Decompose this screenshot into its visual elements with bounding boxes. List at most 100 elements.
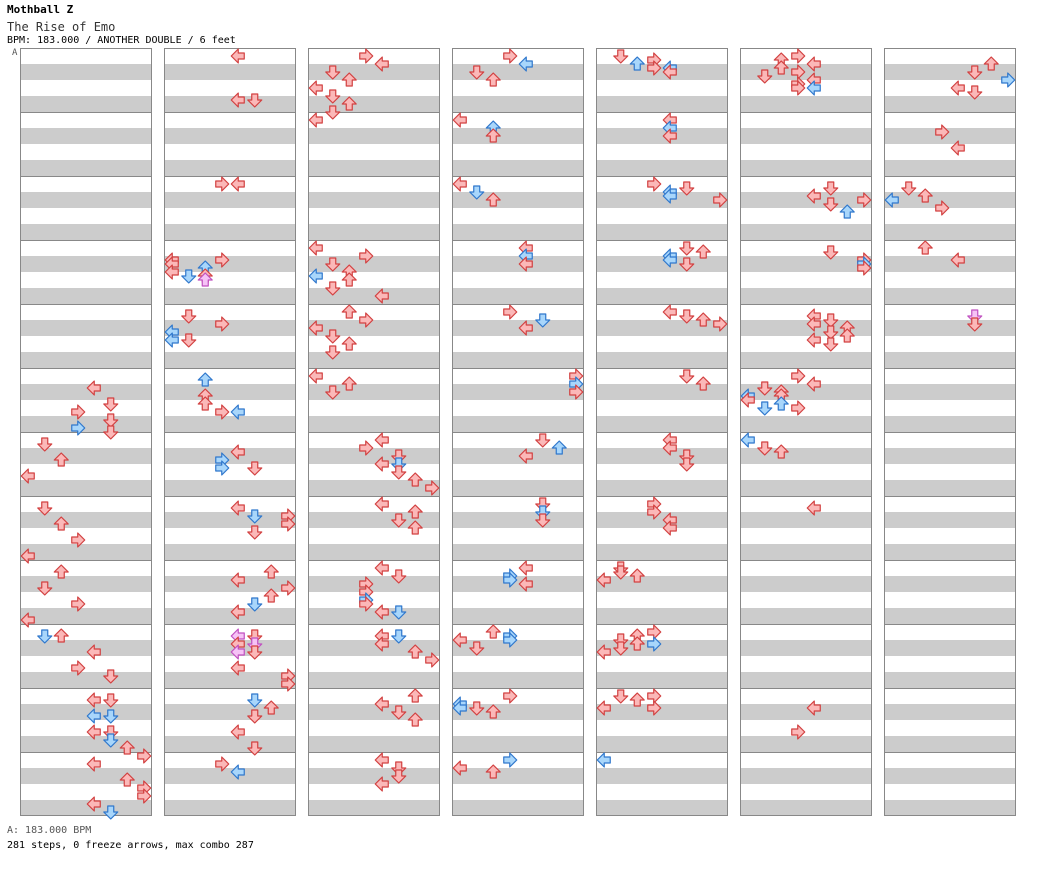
arrow-right-icon bbox=[791, 724, 806, 740]
arrow-down-icon bbox=[391, 769, 407, 784]
arrow-up-icon bbox=[551, 440, 567, 455]
arrow-down-icon bbox=[757, 401, 773, 416]
arrow-left-icon bbox=[518, 560, 533, 576]
arrow-right-icon bbox=[647, 624, 662, 640]
arrow-down-icon bbox=[535, 513, 551, 528]
arrow-left-icon bbox=[86, 724, 101, 740]
arrow-left-icon bbox=[452, 632, 467, 648]
arrow-down-icon bbox=[325, 329, 341, 344]
arrow-right-icon bbox=[713, 316, 728, 332]
arrow-down-icon bbox=[247, 741, 263, 756]
arrow-down-icon bbox=[103, 805, 119, 820]
beat-band bbox=[884, 704, 1016, 720]
beat-band bbox=[308, 704, 440, 720]
beat-band bbox=[740, 640, 872, 656]
arrow-down-icon bbox=[679, 257, 695, 272]
chart-column-frame bbox=[596, 48, 728, 816]
arrow-right-icon bbox=[713, 192, 728, 208]
arrow-right-icon bbox=[215, 176, 230, 192]
arrow-left-icon bbox=[374, 628, 389, 644]
arrow-up-icon bbox=[485, 764, 501, 779]
arrow-left-icon bbox=[20, 612, 35, 628]
arrow-up-icon bbox=[341, 72, 357, 87]
arrow-left-icon bbox=[518, 320, 533, 336]
beat-band bbox=[308, 608, 440, 624]
stats-footer: 281 steps, 0 freeze arrows, max combo 28… bbox=[7, 840, 254, 851]
arrow-left-icon bbox=[806, 72, 821, 88]
beat-band bbox=[20, 512, 152, 528]
arrow-down-icon bbox=[37, 629, 53, 644]
arrow-left-icon bbox=[806, 700, 821, 716]
beat-band bbox=[740, 416, 872, 432]
artist-label: Mothball Z bbox=[7, 3, 74, 16]
beat-band bbox=[20, 672, 152, 688]
beat-band bbox=[452, 160, 584, 176]
arrow-down-icon bbox=[391, 569, 407, 584]
arrow-up-icon bbox=[695, 244, 711, 259]
arrow-down-icon bbox=[325, 257, 341, 272]
arrow-down-icon bbox=[901, 181, 917, 196]
arrow-right-icon bbox=[503, 572, 518, 588]
beat-band bbox=[452, 608, 584, 624]
arrow-left-icon bbox=[230, 572, 245, 588]
arrow-up-icon bbox=[407, 688, 423, 703]
beat-band bbox=[740, 192, 872, 208]
arrow-up-icon bbox=[629, 568, 645, 583]
beat-band bbox=[740, 448, 872, 464]
beat-band bbox=[20, 96, 152, 112]
beat-band bbox=[596, 352, 728, 368]
arrow-up-icon bbox=[773, 60, 789, 75]
arrow-down-icon bbox=[325, 105, 341, 120]
arrow-left-icon bbox=[662, 520, 677, 536]
beat-band bbox=[452, 640, 584, 656]
arrow-right-icon bbox=[503, 752, 518, 768]
beat-band bbox=[20, 608, 152, 624]
arrow-down-icon bbox=[37, 501, 53, 516]
beat-band bbox=[308, 640, 440, 656]
arrow-down-icon bbox=[391, 705, 407, 720]
beat-band bbox=[740, 256, 872, 272]
beat-band bbox=[20, 384, 152, 400]
arrow-down-icon bbox=[247, 645, 263, 660]
arrow-left-icon bbox=[806, 80, 821, 96]
arrow-down-icon bbox=[469, 701, 485, 716]
beat-band bbox=[740, 288, 872, 304]
arrow-left-icon bbox=[518, 56, 533, 72]
beat-band bbox=[596, 192, 728, 208]
arrow-left-icon bbox=[164, 332, 179, 348]
arrow-left-icon bbox=[86, 756, 101, 772]
beat-band bbox=[596, 256, 728, 272]
arrow-down-icon bbox=[103, 413, 119, 428]
arrow-up-icon bbox=[407, 712, 423, 727]
beat-band bbox=[164, 672, 296, 688]
beat-band bbox=[740, 224, 872, 240]
beat-band bbox=[740, 64, 872, 80]
arrow-down-icon bbox=[469, 185, 485, 200]
beat-band bbox=[20, 320, 152, 336]
beat-band bbox=[164, 160, 296, 176]
beat-band bbox=[596, 736, 728, 752]
beat-band bbox=[884, 640, 1016, 656]
arrow-right-icon bbox=[857, 260, 872, 276]
arrow-down-icon bbox=[823, 181, 839, 196]
arrow-left-icon bbox=[596, 644, 611, 660]
arrow-left-icon bbox=[518, 256, 533, 272]
beat-band bbox=[452, 576, 584, 592]
beat-band bbox=[164, 512, 296, 528]
arrow-down-icon bbox=[967, 85, 983, 100]
arrow-left-icon bbox=[308, 240, 323, 256]
beat-band bbox=[596, 384, 728, 400]
arrow-left-icon bbox=[86, 692, 101, 708]
arrow-left-icon bbox=[230, 604, 245, 620]
arrow-left-icon bbox=[662, 512, 677, 528]
beat-band bbox=[164, 640, 296, 656]
beat-band bbox=[20, 544, 152, 560]
beat-band bbox=[740, 704, 872, 720]
arrow-down-icon bbox=[823, 325, 839, 340]
arrow-left-icon bbox=[374, 496, 389, 512]
beat-band bbox=[308, 480, 440, 496]
arrow-left-icon bbox=[950, 140, 965, 156]
beat-band bbox=[308, 320, 440, 336]
beat-band bbox=[452, 96, 584, 112]
arrow-left-icon bbox=[230, 48, 245, 64]
